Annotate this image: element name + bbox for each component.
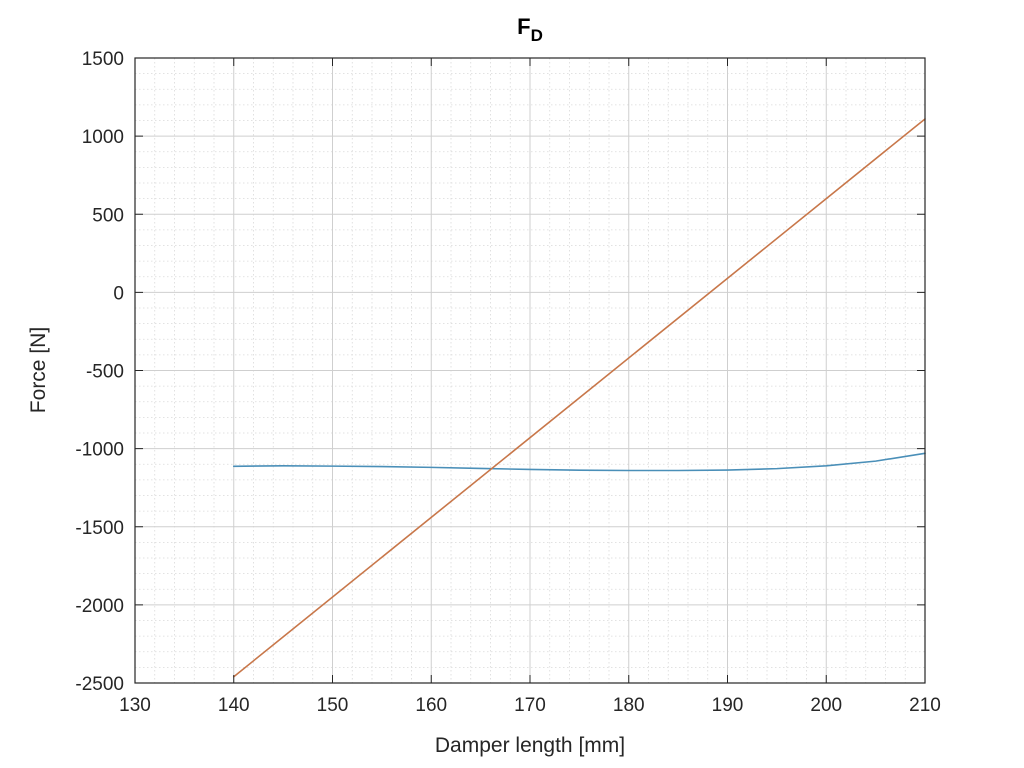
y-tick-label: 1500 [82,49,124,70]
x-tick-labels: 130 140 150 160 170 180 190 200 210 [119,695,941,716]
y-tick-label: 0 [113,283,124,304]
chart-title-subscript: D [531,26,543,45]
y-tick-label: 500 [92,205,124,226]
y-axis-label: Force [N] [27,327,50,413]
series-line-1 [232,452,926,472]
chart-title: FD [517,14,543,45]
x-tick-label: 190 [712,695,744,716]
x-tick-label: 180 [613,695,645,716]
y-tick-label: 1000 [82,127,124,148]
x-tick-label: 170 [514,695,546,716]
y-tick-label: -2500 [75,674,124,695]
x-tick-label: 210 [909,695,941,716]
tick-marks [134,57,926,684]
x-tick-label: 130 [119,695,151,716]
x-tick-label: 160 [415,695,447,716]
y-tick-label: -2000 [75,596,124,617]
series-layer [232,118,926,678]
x-tick-label: 150 [317,695,349,716]
series-line-2 [232,118,926,678]
x-tick-label: 200 [810,695,842,716]
x-axis-label: Damper length [mm] [435,734,625,757]
y-tick-label: -1000 [75,440,124,461]
y-tick-label: -500 [86,362,124,383]
y-tick-labels: -2500 -2000 -1500 -1000 -500 0 500 1000 1500 [75,49,124,695]
y-tick-label: -1500 [75,518,124,539]
x-tick-label: 140 [218,695,250,716]
chart-title-main: F [517,14,530,39]
